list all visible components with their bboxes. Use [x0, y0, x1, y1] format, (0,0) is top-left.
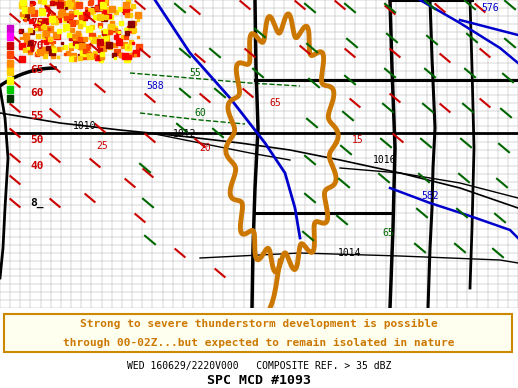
Bar — [7, 33, 13, 40]
Bar — [7, 95, 13, 102]
Text: 20: 20 — [199, 143, 211, 153]
Text: 60: 60 — [194, 108, 206, 118]
Bar — [7, 86, 13, 93]
Bar — [7, 51, 13, 58]
Text: SPC MCD #1093: SPC MCD #1093 — [207, 374, 311, 386]
Text: 582: 582 — [421, 191, 439, 201]
Text: 65: 65 — [382, 228, 394, 238]
Bar — [7, 77, 13, 84]
Text: 25: 25 — [96, 141, 108, 151]
Text: 65: 65 — [269, 98, 281, 108]
Text: WED 160629/2220V000   COMPOSITE REF. > 35 dBZ: WED 160629/2220V000 COMPOSITE REF. > 35 … — [127, 361, 391, 371]
Text: 70: 70 — [30, 41, 44, 51]
Text: 65: 65 — [30, 65, 44, 75]
Text: Strong to severe thunderstorm development is possible: Strong to severe thunderstorm developmen… — [80, 319, 438, 329]
Text: 576: 576 — [481, 3, 499, 13]
Text: 55: 55 — [189, 68, 201, 78]
Text: 588: 588 — [146, 81, 164, 91]
Text: 50: 50 — [30, 135, 44, 145]
Text: through 00-02Z...but expected to remain isolated in nature: through 00-02Z...but expected to remain … — [63, 338, 455, 348]
Text: 1010: 1010 — [73, 121, 97, 131]
Text: 55: 55 — [30, 111, 44, 121]
Text: 1016: 1016 — [373, 155, 397, 165]
Bar — [7, 68, 13, 75]
Text: 60: 60 — [30, 88, 44, 98]
Text: 40: 40 — [30, 161, 44, 171]
Bar — [7, 42, 13, 49]
Text: 8_: 8_ — [30, 198, 44, 208]
Text: 75: 75 — [30, 18, 44, 28]
FancyBboxPatch shape — [4, 314, 512, 352]
Bar — [7, 59, 13, 66]
Bar — [7, 24, 13, 31]
Text: 15: 15 — [352, 135, 364, 145]
Text: 1012: 1012 — [173, 129, 197, 139]
Text: 1014: 1014 — [338, 248, 362, 258]
